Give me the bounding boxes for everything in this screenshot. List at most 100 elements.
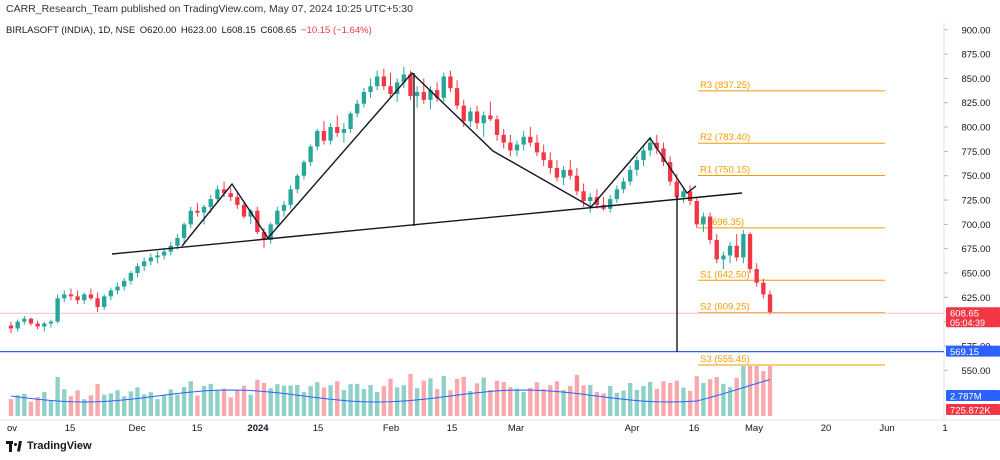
- candle-body: [647, 142, 653, 151]
- candle-body: [75, 296, 80, 301]
- candle-body: [128, 272, 134, 281]
- candle-body: [55, 298, 60, 322]
- candle-body: [48, 321, 54, 324]
- candle-body: [135, 266, 140, 273]
- y-tick-label: 875.00: [961, 50, 990, 61]
- volume-bar: [561, 390, 566, 416]
- candle-body: [727, 245, 733, 256]
- candle-body: [188, 210, 193, 225]
- volume-bar: [481, 377, 486, 416]
- x-tick-label: Feb: [383, 423, 399, 434]
- volume-bar: [661, 381, 666, 416]
- volume-bar: [108, 393, 114, 416]
- candle-body: [441, 76, 446, 98]
- volume-bar: [588, 385, 593, 416]
- y-tick-label: 825.00: [961, 98, 990, 109]
- x-tick-label: Mar: [508, 423, 524, 434]
- price-label-box: [946, 390, 1000, 401]
- tradingview-logo[interactable]: TradingView: [6, 440, 92, 452]
- candle-body: [328, 127, 333, 141]
- candle-body: [141, 261, 147, 267]
- volume-bar: [275, 384, 280, 416]
- volume-ma-line: [10, 379, 771, 403]
- volume-bar: [494, 380, 500, 416]
- candle-body: [701, 216, 706, 225]
- symbol-name[interactable]: BIRLASOFT (INDIA), 1D, NSE: [6, 25, 136, 36]
- volume-bar: [261, 383, 267, 416]
- candle-body: [488, 115, 493, 120]
- candle-body: [361, 92, 367, 104]
- candle-body: [108, 290, 114, 297]
- volume-bar: [741, 366, 746, 416]
- candle-body: [408, 74, 413, 96]
- candle-body: [348, 113, 353, 130]
- candle-body: [35, 323, 40, 327]
- volume-bar: [501, 382, 506, 416]
- candle-body: [661, 148, 666, 163]
- candle-body: [335, 127, 340, 133]
- volume-bar: [241, 385, 247, 416]
- volume-bar: [95, 384, 100, 416]
- y-tick-label: 700.00: [961, 220, 990, 231]
- x-tick-label: 15: [447, 423, 458, 434]
- volume-bar: [328, 385, 333, 416]
- candle-body: [448, 76, 453, 89]
- volume-bar: [674, 380, 679, 416]
- candle-body: [681, 191, 686, 198]
- candle-body: [321, 130, 327, 141]
- volume-bar: [714, 377, 719, 416]
- candle-body: [474, 111, 480, 124]
- candle-body: [508, 142, 513, 151]
- volume-bar: [315, 382, 320, 416]
- price-label-text: 725.872K: [950, 406, 991, 417]
- candle-body: [707, 216, 713, 240]
- candle-body: [68, 294, 74, 297]
- candle-body: [228, 193, 233, 198]
- volume-bar: [42, 392, 47, 416]
- volume-bar: [408, 374, 413, 416]
- x-tick-label: Dec: [129, 423, 146, 434]
- volume-bar: [754, 366, 759, 416]
- candle-body: [548, 160, 553, 168]
- candle-body: [288, 189, 293, 205]
- candle-body: [355, 103, 360, 114]
- ohlc-low: L608.15: [221, 25, 256, 36]
- candle-body: [541, 152, 546, 161]
- candle-body: [175, 237, 180, 246]
- neckline: [111, 192, 743, 255]
- volume-bar: [468, 391, 473, 416]
- volume-bar: [428, 378, 433, 416]
- candle-body: [368, 86, 373, 93]
- candle-body: [62, 294, 67, 299]
- volume-bar: [288, 385, 293, 416]
- y-tick-label: 750.00: [961, 171, 990, 182]
- volume-bar: [208, 383, 213, 416]
- candle-body: [241, 204, 247, 217]
- candle-body: [634, 160, 640, 170]
- candle-body: [721, 255, 726, 260]
- volume-bar: [295, 385, 300, 416]
- volume-bar: [761, 371, 766, 416]
- volume-bar: [22, 393, 27, 416]
- volume-bar: [68, 396, 74, 416]
- ohlc-close: C608.65: [260, 25, 297, 36]
- candle-body: [201, 206, 207, 213]
- candle-body: [161, 251, 167, 256]
- volume-bar: [341, 390, 347, 416]
- volume-bar: [281, 385, 287, 416]
- volume-bar: [361, 389, 367, 416]
- volume-bar: [221, 388, 227, 416]
- volume-bar: [747, 366, 753, 416]
- candle-body: [82, 294, 87, 301]
- candle-body: [574, 175, 580, 192]
- x-tick-label: ov: [7, 423, 17, 434]
- volume-bar: [721, 383, 726, 416]
- volume-bar: [82, 399, 87, 416]
- volume-bar: [568, 386, 573, 416]
- volume-bar: [175, 394, 180, 416]
- candle-body: [102, 296, 107, 308]
- y-tick-label: 550.00: [961, 366, 990, 377]
- y-tick-label: 625.00: [961, 293, 990, 304]
- candle-body: [528, 136, 533, 143]
